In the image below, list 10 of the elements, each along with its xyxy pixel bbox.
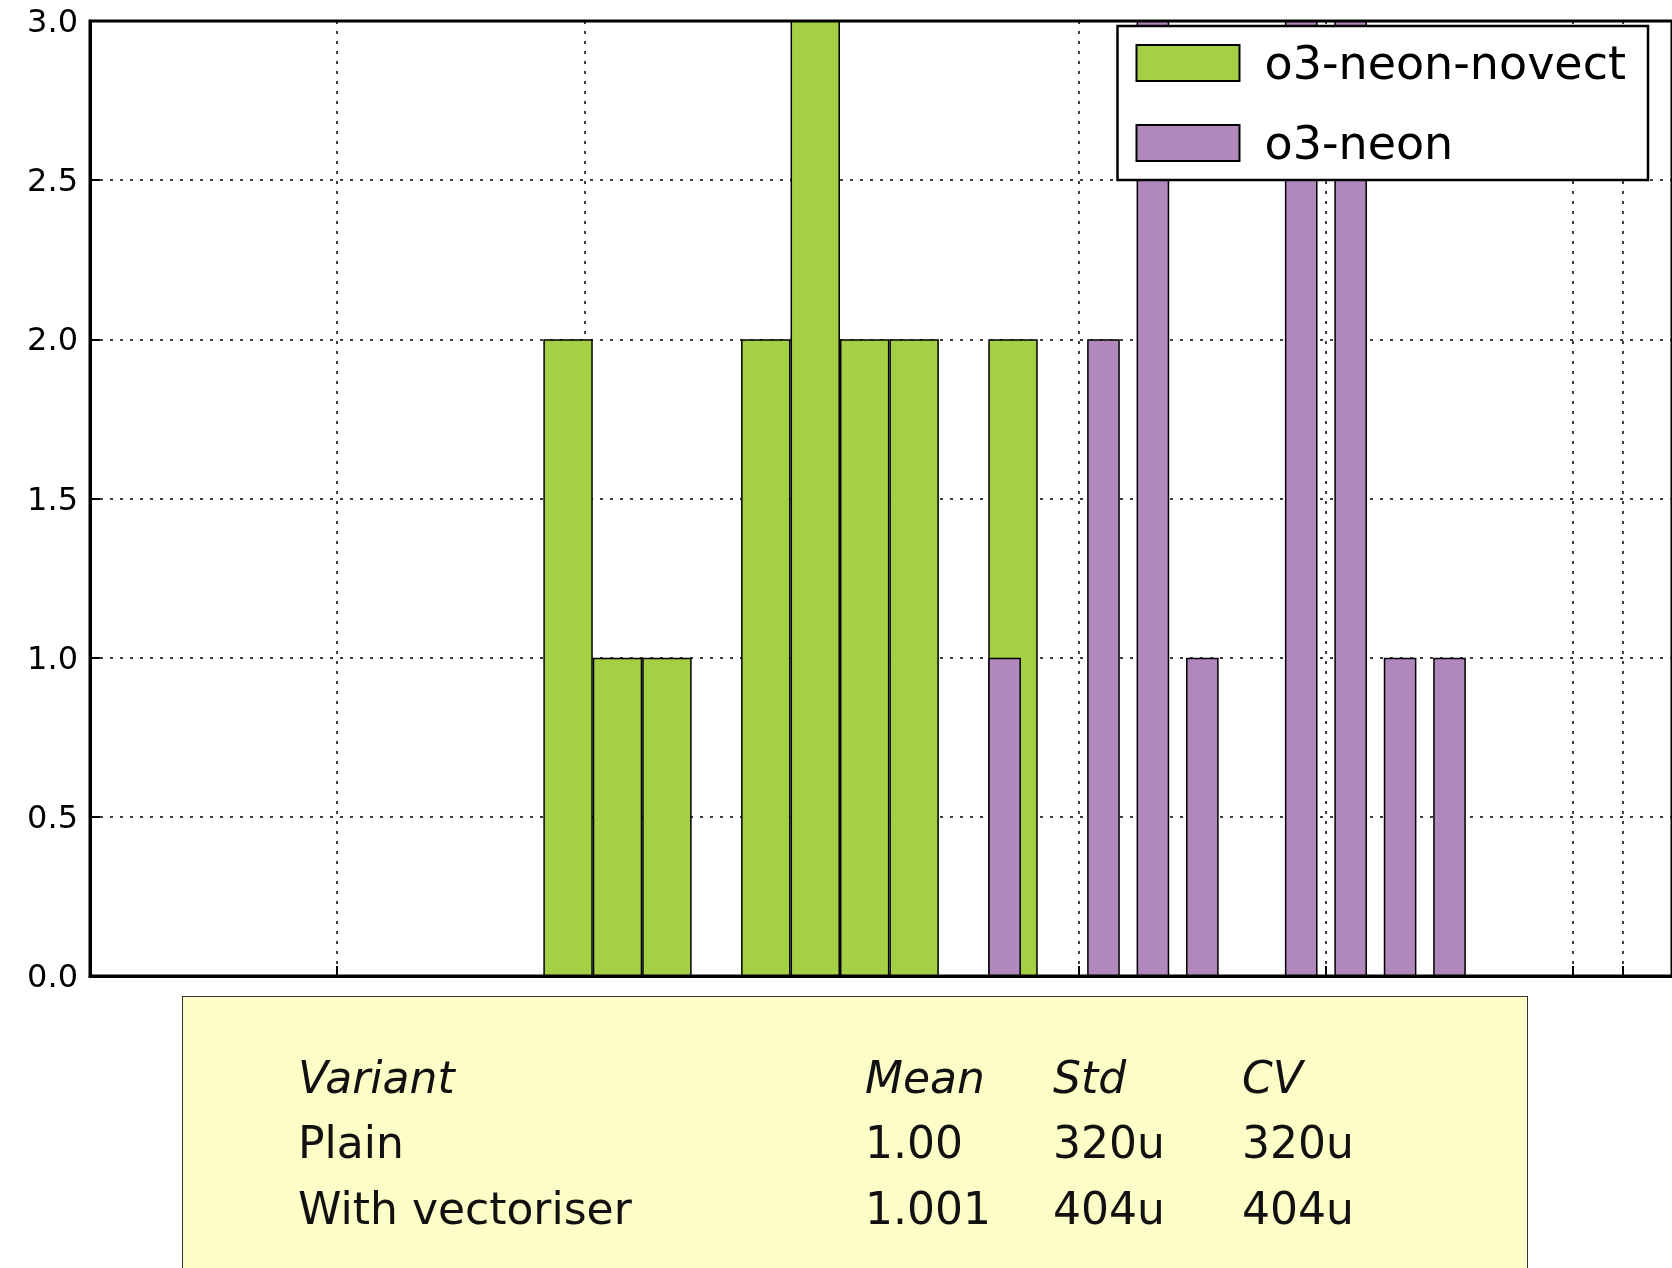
y-tick-label: 1.0 <box>27 638 78 677</box>
y-tick-label: 0.0 <box>27 957 78 995</box>
stats-table: Variant Mean Std CV Plain 1.00 320u 320u With vectoriser 1.001 404u 404u <box>182 996 1528 1268</box>
y-tick-label: 0.5 <box>27 797 78 836</box>
y-tick-label: 3.0 <box>27 2 78 40</box>
legend-label: o3-neon-novect <box>1264 36 1627 90</box>
y-tick-label: 1.5 <box>27 479 78 518</box>
y-tick-label: 2.5 <box>27 161 78 200</box>
legend-label: o3-neon <box>1264 116 1454 170</box>
y-tick-label: 2.0 <box>27 320 78 359</box>
